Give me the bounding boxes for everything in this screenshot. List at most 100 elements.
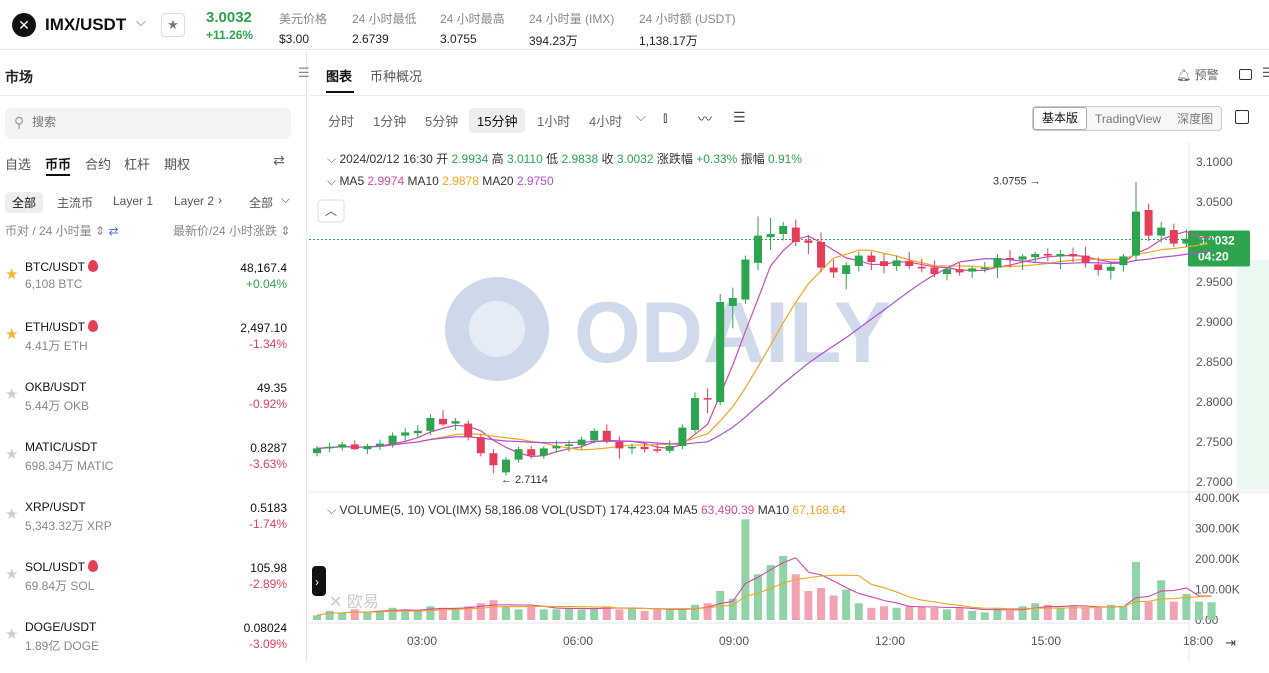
volume-bar xyxy=(388,607,397,620)
candle-body xyxy=(426,418,435,431)
volume-tick-label: 300.00K xyxy=(1195,522,1240,536)
price-axis-highlight xyxy=(1237,260,1269,490)
volume-bar xyxy=(552,609,561,620)
filter-layer1[interactable]: Layer 1 xyxy=(113,194,154,208)
menu-icon[interactable]: ☰ xyxy=(1262,65,1269,80)
filter-dropdown[interactable]: 全部 xyxy=(249,196,274,210)
view-basic[interactable]: 基本版 xyxy=(1033,107,1088,130)
candle-body xyxy=(1144,210,1153,236)
tab-options[interactable]: 期权 xyxy=(164,157,191,172)
timeframe-time[interactable]: 分时 xyxy=(328,114,355,129)
market-row[interactable]: ★ SOL/USDT 69.84万 SOL 105.98 -2.89% xyxy=(0,553,306,613)
market-row[interactable]: ★ OKB/USDT 5.44万 OKB 49.35 -0.92% xyxy=(0,373,306,433)
pair-name[interactable]: IMX/USDT xyxy=(45,15,127,34)
favorite-star-icon[interactable]: ★ xyxy=(5,326,19,343)
volume-bar xyxy=(1144,601,1153,620)
hot-icon xyxy=(88,560,99,572)
search-input[interactable] xyxy=(32,115,272,129)
swap-icon[interactable]: ⇄ xyxy=(273,152,285,168)
chevron-down-icon[interactable]: ⌵ xyxy=(281,192,291,206)
favorite-star-icon[interactable]: ★ xyxy=(5,566,19,583)
candle-body xyxy=(955,269,964,273)
tab-futures[interactable]: 合约 xyxy=(85,157,112,172)
col-header-price[interactable]: 最新价/24 小时涨跌 ⇕ xyxy=(173,222,290,239)
ma-info: ⌵ MA5 2.9974 MA10 2.9878 MA20 2.9750 xyxy=(327,174,554,188)
tab-chart[interactable]: 图表 xyxy=(326,69,353,84)
timeframe-5m[interactable]: 5分钟 xyxy=(425,114,459,129)
candle-body xyxy=(716,302,725,402)
volume-bar xyxy=(867,607,876,620)
stat-24h-volume: 24 小时量 (IMX) 394.23万 xyxy=(529,10,614,49)
timeframe-1h[interactable]: 1小时 xyxy=(537,114,571,129)
favorite-star-icon[interactable]: ★ xyxy=(5,446,19,463)
favorite-star-icon[interactable]: ★ xyxy=(5,386,19,403)
filter-layer2[interactable]: Layer 2 xyxy=(174,194,215,208)
ohlc-info-part: 开 xyxy=(436,152,451,166)
indicator-icon[interactable]: 〰 xyxy=(698,111,712,127)
volume-bar xyxy=(413,610,422,620)
price-chart[interactable]: ODAILY3.10003.05003.00002.95002.90002.85… xyxy=(309,142,1269,662)
favorite-star-icon[interactable]: ★ xyxy=(5,506,19,523)
volume-bar xyxy=(665,609,674,620)
tab-spot[interactable]: 币币 xyxy=(45,157,72,172)
favorite-star-icon[interactable]: ★ xyxy=(5,266,19,283)
expand-sidebar-button[interactable] xyxy=(312,566,326,596)
market-row[interactable]: ★ XRP/USDT 5,343.32万 XRP 0.5183 -1.74% xyxy=(0,493,306,553)
volume-tick-label: 200.00K xyxy=(1195,552,1240,566)
candle-body xyxy=(1182,238,1191,244)
switch-icon[interactable]: ⇄ xyxy=(108,224,119,238)
col-header-pair[interactable]: 币对 / 24 小时量 ⇕ ⇄ xyxy=(5,222,119,239)
tab-margin[interactable]: 杠杆 xyxy=(124,157,151,172)
stat-24h-low: 24 小时最低 2.6739 xyxy=(352,10,417,46)
candle-body xyxy=(791,227,800,242)
collapse-info-button[interactable] xyxy=(317,199,345,223)
alert-button[interactable]: 🔔︎ 预警 xyxy=(1176,66,1219,83)
volume-info-part: 174,423.04 xyxy=(610,503,673,517)
volume-info-part: VOL(USDT) xyxy=(542,503,610,517)
candle-type-icon[interactable]: ⫾ xyxy=(663,109,668,125)
view-tradingview[interactable]: TradingView xyxy=(1095,111,1162,126)
bell-icon: 🔔︎ xyxy=(1176,68,1192,82)
market-row[interactable]: ★ ETH/USDT 4.41万 ETH 2,497.10 -1.34% xyxy=(0,313,306,373)
market-row[interactable]: ★ MATIC/USDT 698.34万 MATIC 0.8287 -3.63% xyxy=(0,433,306,493)
filter-mainstream[interactable]: 主流币 xyxy=(57,196,94,210)
ohlc-info-part: 振幅 xyxy=(741,151,768,166)
volume-bar xyxy=(628,607,636,620)
ohlc-info-part: ⌵ xyxy=(327,152,339,166)
favorite-star-icon[interactable]: ★ xyxy=(161,13,185,37)
candle-body xyxy=(854,255,863,266)
chevron-down-icon[interactable]: ⌵ xyxy=(136,14,146,29)
candle-body xyxy=(880,261,888,266)
timeframe-4h[interactable]: 4小时 xyxy=(589,114,623,129)
row-volume: 5.44万 OKB xyxy=(25,399,90,413)
chevron-down-icon[interactable]: ⌵ xyxy=(636,109,646,124)
window-icon[interactable] xyxy=(1239,69,1252,80)
tab-coin-overview[interactable]: 币种概况 xyxy=(370,69,423,84)
candle-body xyxy=(1081,255,1090,263)
tab-favorites[interactable]: 自选 xyxy=(5,157,32,172)
last-price: 3.0032 xyxy=(206,9,252,26)
market-row[interactable]: ★ DOGE/USDT 1.89亿 DOGE 0.08024 -3.09% xyxy=(0,613,306,673)
favorite-star-icon[interactable]: ★ xyxy=(5,626,19,643)
volume-bar xyxy=(338,612,347,620)
active-tab-underline xyxy=(326,91,354,93)
view-depth[interactable]: 深度图 xyxy=(1177,112,1214,126)
volume-bar xyxy=(363,612,372,620)
market-row[interactable]: ★ BTC/USDT 6,108 BTC 48,167.4 +0.04% xyxy=(0,253,306,313)
filter-all[interactable]: 全部 xyxy=(5,192,44,213)
timeframe-1m[interactable]: 1分钟 xyxy=(373,114,407,129)
fullscreen-icon[interactable] xyxy=(1235,110,1249,124)
volume-info-part: MA5 xyxy=(673,503,701,517)
volume-tick-label: 100.00K xyxy=(1195,583,1240,597)
settings-list-icon[interactable]: ☰ xyxy=(733,109,746,125)
volume-bar xyxy=(451,607,460,620)
timeframe-15m[interactable]: 15分钟 xyxy=(469,108,526,133)
top-bar: ✕ IMX/USDT ⌵ ★ 3.0032 +11.26% 美元价格 $3.00… xyxy=(0,0,1269,50)
collapse-icon[interactable]: ☰ xyxy=(298,65,310,80)
price-tick-label: 2.7500 xyxy=(1196,435,1233,449)
volume-bar xyxy=(615,609,624,620)
search-box[interactable]: ⚲ xyxy=(5,108,291,139)
volume-bar xyxy=(779,555,788,620)
chevron-right-icon[interactable]: › xyxy=(218,193,222,207)
ohlc-info-part: 高 xyxy=(492,151,507,166)
